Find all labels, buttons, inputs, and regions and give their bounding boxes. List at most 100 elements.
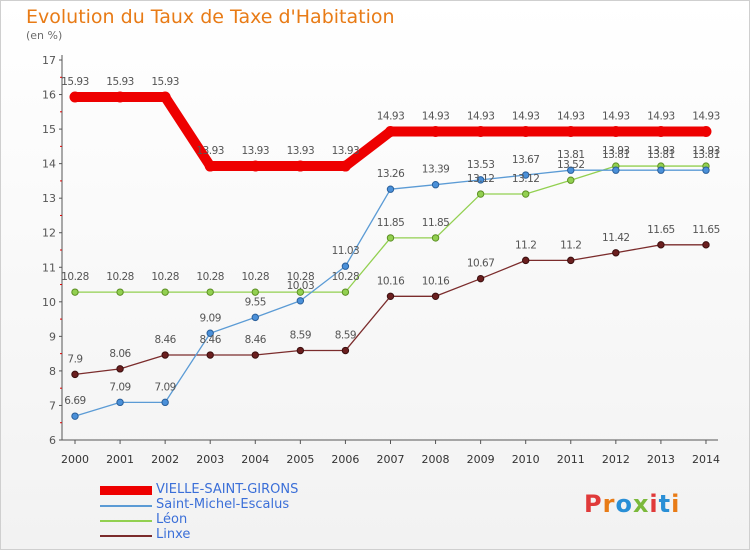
data-label-saint-michel: 13.53 — [467, 159, 495, 171]
x-tick-label: 2006 — [331, 453, 359, 466]
data-point-vielle — [384, 126, 396, 138]
data-point-linxe — [386, 292, 395, 300]
data-point-saint-michel — [296, 297, 305, 305]
data-point-vielle — [655, 126, 667, 138]
logo-letter: x — [632, 490, 650, 518]
y-tick-label: 7 — [49, 399, 56, 412]
y-tick-label: 15 — [42, 123, 56, 136]
data-point-leon — [116, 288, 124, 296]
x-tick-label: 2009 — [467, 453, 495, 466]
data-point-leon — [476, 190, 485, 198]
data-point-vielle — [520, 126, 532, 138]
x-tick-label: 2004 — [241, 453, 269, 466]
legend-swatch-leon — [100, 520, 152, 522]
data-point-vielle — [339, 160, 351, 172]
data-point-saint-michel — [341, 262, 350, 270]
data-label-saint-michel: 13.39 — [422, 164, 450, 176]
data-point-linxe — [657, 241, 665, 249]
data-point-vielle — [249, 160, 261, 172]
x-tick-label: 2008 — [422, 453, 450, 466]
x-tick-label: 2003 — [196, 453, 224, 466]
data-label-leon: 13.52 — [557, 159, 585, 171]
data-label-vielle: 14.93 — [557, 111, 585, 123]
data-label-leon: 11.85 — [377, 217, 405, 229]
data-label-saint-michel: 11.03 — [332, 245, 360, 257]
data-label-linxe: 11.2 — [560, 239, 581, 251]
legend-swatch-vielle — [100, 486, 152, 495]
data-point-saint-michel — [612, 166, 620, 174]
data-point-saint-michel — [702, 166, 710, 174]
logo-letter: r — [602, 490, 616, 518]
data-label-leon: 11.85 — [422, 217, 450, 229]
y-tick-label: 14 — [42, 158, 56, 171]
data-point-leon — [206, 288, 214, 296]
legend-swatch-linxe — [100, 535, 152, 537]
data-label-vielle: 13.93 — [196, 145, 224, 157]
logo-letter: i — [671, 490, 681, 518]
data-point-vielle — [475, 126, 487, 138]
data-point-saint-michel — [522, 171, 530, 179]
data-point-linxe — [71, 370, 79, 379]
data-label-linxe: 11.2 — [515, 239, 536, 251]
data-label-saint-michel: 13.67 — [512, 154, 540, 166]
data-point-linxe — [476, 274, 485, 283]
data-point-saint-michel — [206, 329, 214, 337]
data-point-linxe — [116, 365, 124, 373]
y-tick-label: 10 — [42, 296, 56, 309]
data-point-linxe — [612, 249, 620, 257]
data-point-leon — [431, 234, 440, 242]
x-tick-label: 2013 — [647, 453, 675, 466]
data-label-linxe: 7.9 — [67, 353, 82, 365]
data-label-linxe: 11.65 — [647, 224, 675, 236]
data-point-vielle — [294, 160, 306, 172]
logo-letter: t — [658, 490, 672, 518]
data-label-leon: 10.28 — [332, 271, 360, 283]
data-label-leon: 10.28 — [241, 271, 269, 283]
data-point-leon — [341, 288, 350, 296]
x-tick-label: 2012 — [602, 453, 630, 466]
y-tick-label: 9 — [49, 330, 56, 343]
data-label-vielle: 14.93 — [602, 111, 630, 123]
data-label-linxe: 8.46 — [200, 334, 222, 346]
data-point-linxe — [251, 351, 259, 359]
data-point-linxe — [431, 292, 440, 300]
chart-title: Evolution du Taux de Taxe d'Habitation — [26, 6, 395, 28]
data-point-linxe — [161, 351, 169, 359]
data-point-linxe — [206, 351, 214, 359]
data-label-vielle: 13.93 — [332, 145, 360, 157]
data-label-vielle: 15.93 — [151, 76, 179, 88]
y-tick-label: 12 — [42, 227, 56, 240]
data-label-vielle: 14.93 — [647, 111, 675, 123]
data-label-leon: 13.93 — [647, 145, 675, 157]
data-label-saint-michel: 6.69 — [64, 395, 85, 407]
x-tick-label: 2001 — [106, 453, 134, 466]
logo-letter: P — [584, 490, 603, 518]
data-point-vielle — [204, 160, 216, 172]
legend-label-vielle: VIELLE-SAINT-GIRONS — [156, 482, 299, 497]
x-tick-label: 2010 — [512, 453, 540, 466]
data-label-linxe: 8.59 — [290, 330, 311, 342]
data-label-leon: 10.28 — [61, 271, 89, 283]
data-point-leon — [71, 288, 79, 296]
data-label-leon: 10.28 — [151, 271, 179, 283]
data-point-linxe — [702, 241, 710, 249]
data-label-saint-michel: 13.81 — [557, 149, 585, 161]
data-label-leon: 10.28 — [287, 271, 315, 283]
data-point-linxe — [341, 346, 350, 355]
y-tick-label: 6 — [49, 434, 56, 447]
data-point-leon — [567, 176, 575, 184]
x-tick-label: 2011 — [557, 453, 585, 466]
data-label-saint-michel: 13.26 — [377, 168, 405, 180]
data-point-saint-michel — [251, 313, 259, 322]
y-tick-label: 8 — [49, 365, 56, 378]
y-tick-label: 16 — [42, 89, 56, 102]
data-point-saint-michel — [431, 181, 440, 189]
data-point-saint-michel — [71, 412, 79, 420]
data-labels-layer: 15.93 15.93 15.93 13.93 13.93 13.93 13.93 14.93… — [61, 76, 720, 407]
legend-label-linxe: Linxe — [156, 527, 191, 542]
data-point-saint-michel — [476, 176, 485, 184]
data-label-vielle: 13.93 — [241, 145, 269, 157]
data-label-vielle: 13.93 — [287, 145, 315, 157]
data-label-saint-michel: 13.81 — [692, 149, 720, 161]
